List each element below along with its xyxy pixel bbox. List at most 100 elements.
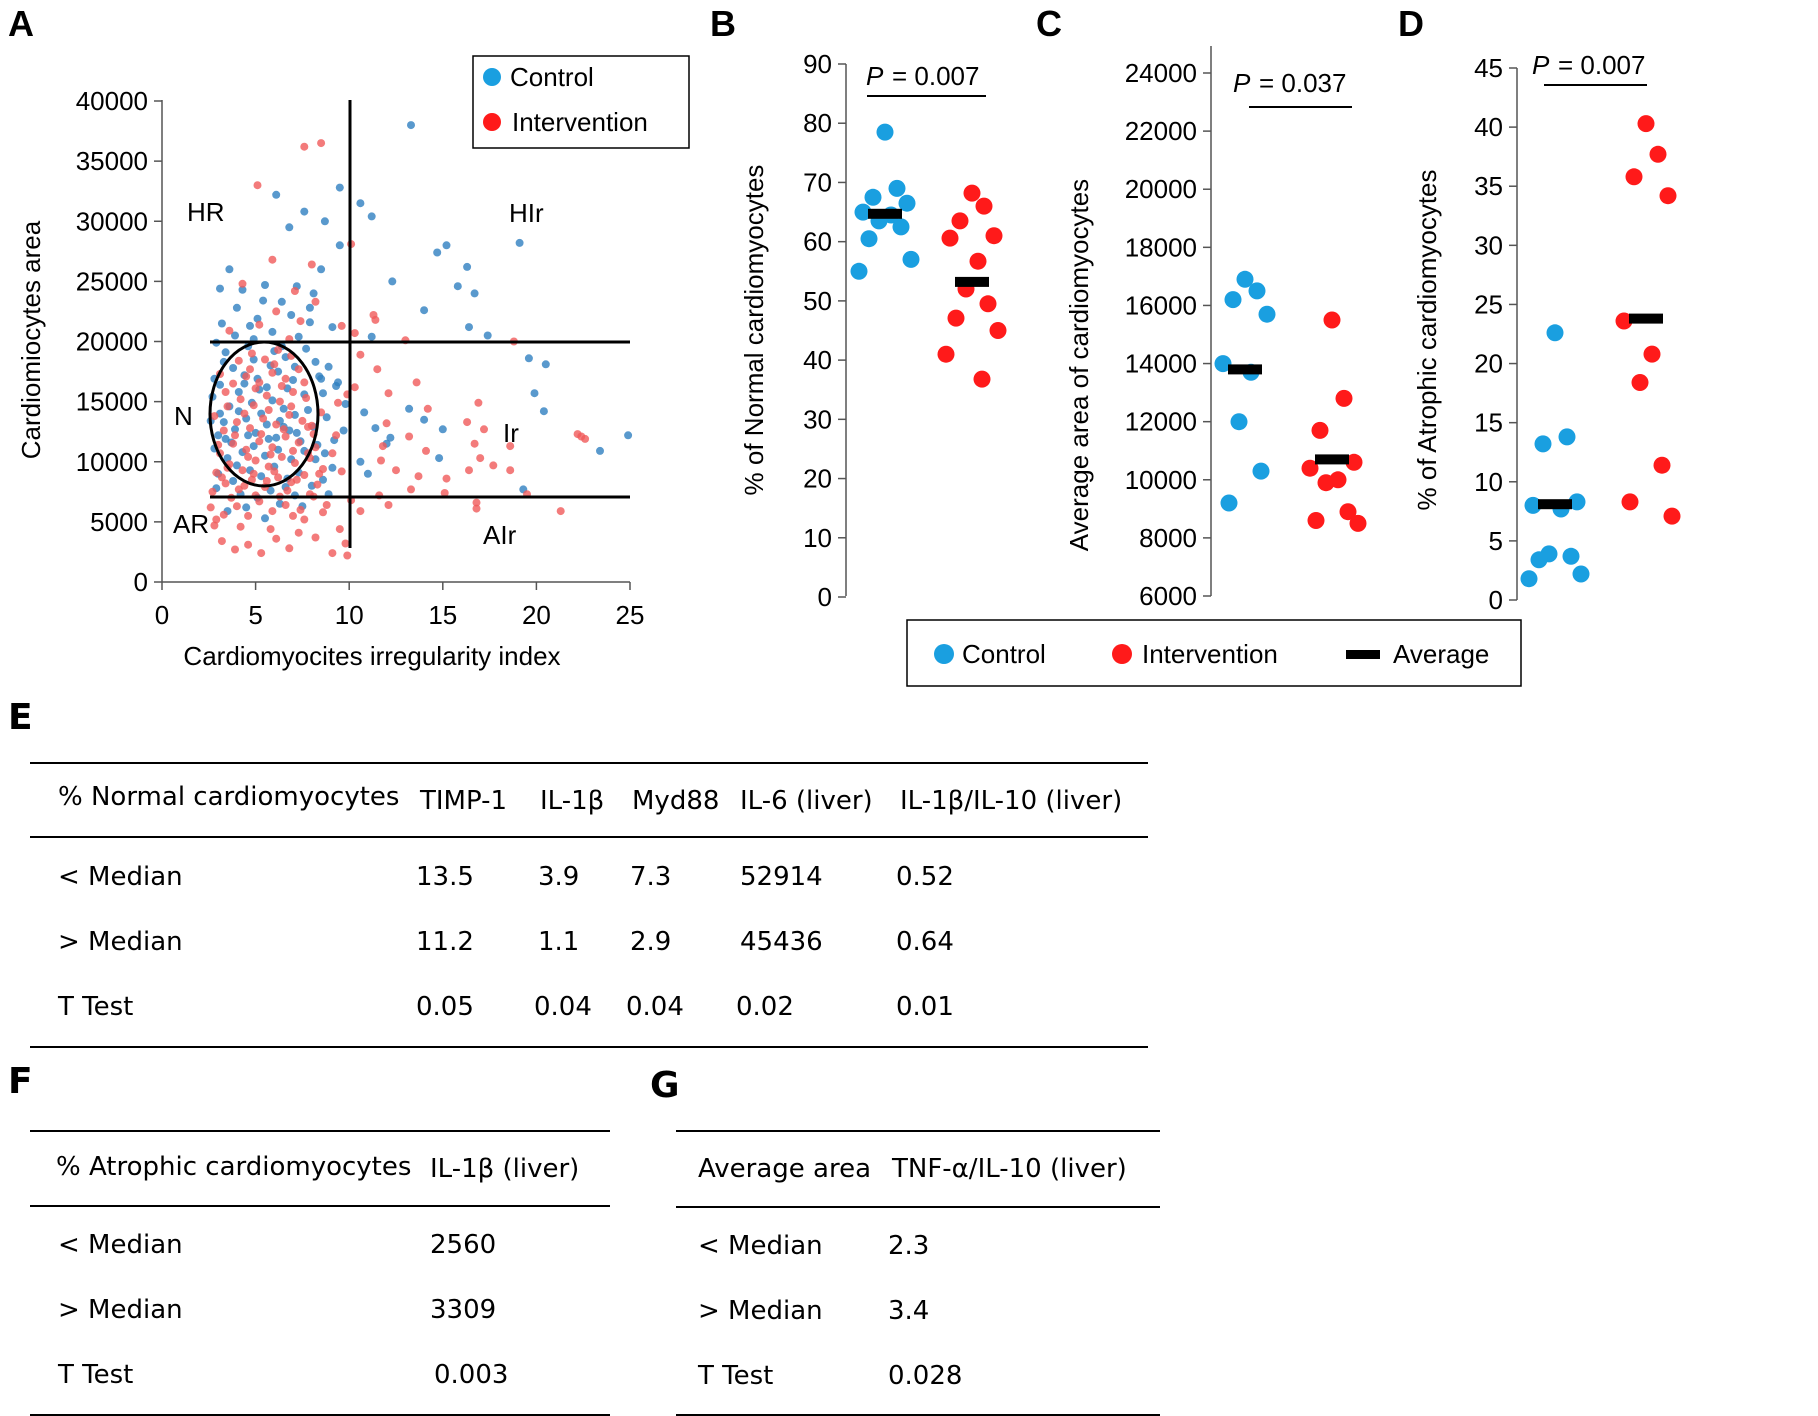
intervention-point — [253, 181, 262, 190]
control-point — [860, 230, 878, 248]
intervention-point — [373, 365, 382, 374]
table-g-header-rule — [676, 1206, 1160, 1208]
intervention-point — [255, 378, 264, 387]
panel-a-x-tick-label: 20 — [522, 600, 551, 630]
panel-d-y-tick-label: 35 — [1474, 171, 1503, 201]
table-e-row-1-il6: 45436 — [740, 927, 823, 957]
table-e-header-rule — [30, 836, 1148, 838]
panel-b-y-tick-label: 50 — [803, 286, 832, 316]
control-point — [309, 289, 318, 298]
control-point — [465, 323, 473, 332]
panel-b-y-tick-label: 40 — [803, 345, 832, 375]
intervention-point — [1335, 389, 1353, 407]
control-point — [319, 389, 327, 398]
control-point — [1558, 428, 1576, 446]
intervention-point — [307, 260, 316, 269]
region-label-hir: HIr — [509, 198, 544, 228]
panel-a-y-axis-title: Cardiomiocytes area — [16, 220, 46, 459]
intervention-point — [405, 432, 414, 441]
panel-d-y-tick-label: 40 — [1474, 112, 1503, 142]
intervention-point — [296, 505, 305, 514]
intervention-point — [264, 406, 273, 414]
panel-a-y-tick-label: 40000 — [76, 86, 148, 116]
panel-b-strip-chart: 0 10 20 30 40 50 60 70 80 90 % of Normal cardiomy… — [739, 49, 1007, 612]
control-point — [1520, 570, 1538, 588]
intervention-point — [985, 227, 1003, 245]
control-point — [356, 457, 365, 466]
intervention-point — [236, 395, 245, 404]
control-point — [311, 357, 320, 366]
control-point — [221, 434, 230, 443]
panel-b-y-tick-label: 0 — [818, 582, 832, 612]
intervention-point — [300, 378, 309, 387]
intervention-point — [285, 544, 294, 553]
intervention-point — [322, 501, 331, 509]
intervention-point — [289, 446, 297, 455]
panel-d-y-tick-label: 0 — [1489, 585, 1503, 615]
table-e-row-0-il1b: 3.9 — [538, 862, 580, 892]
intervention-point — [382, 419, 391, 428]
control-point — [259, 296, 268, 305]
control-point — [367, 212, 376, 221]
intervention-point — [506, 466, 515, 475]
panel-c-p-value: = 0.037 — [1259, 68, 1346, 98]
intervention-point — [219, 510, 228, 519]
shared-legend-intervention-marker — [1112, 644, 1132, 664]
panel-d-points — [1520, 115, 1681, 588]
intervention-point — [343, 551, 352, 560]
intervention-point — [941, 229, 959, 247]
panel-c-y-tick-label: 14000 — [1125, 349, 1197, 379]
intervention-point — [573, 430, 582, 439]
intervention-point — [300, 471, 309, 479]
intervention-point — [442, 474, 451, 483]
panel-label-d: D — [1398, 3, 1424, 44]
table-e-row-1-myd88: 2.9 — [630, 927, 672, 957]
control-point — [539, 407, 548, 416]
control-point — [289, 376, 297, 384]
table-f-row-0-value: 2560 — [430, 1230, 497, 1260]
region-label-ir: Ir — [503, 418, 519, 448]
intervention-point — [281, 432, 290, 441]
panel-c-points — [1214, 270, 1367, 532]
panel-d-y-tick-label: 30 — [1474, 230, 1503, 260]
intervention-point — [231, 431, 239, 440]
control-point — [219, 418, 228, 427]
panel-a-x-tick-label: 5 — [248, 600, 262, 630]
panel-a-scatter: 0 5000 10000 15000 20000 25000 30000 35000 40000… — [16, 55, 690, 671]
intervention-point — [937, 345, 955, 363]
panel-d-y-tick-label: 15 — [1474, 408, 1503, 438]
intervention-point — [1653, 456, 1671, 474]
control-point — [229, 477, 238, 485]
intervention-point — [217, 537, 226, 546]
intervention-point — [989, 322, 1007, 339]
intervention-point — [221, 479, 230, 488]
control-point — [229, 364, 238, 372]
panel-d-y-axis-title: % of Atrophic cardiomyocytes — [1412, 169, 1442, 510]
intervention-average-bar — [1315, 454, 1349, 465]
control-point — [221, 348, 230, 357]
intervention-point — [556, 507, 565, 516]
intervention-point — [1637, 115, 1655, 133]
control-point — [332, 382, 341, 390]
intervention-point — [489, 461, 498, 470]
control-point — [225, 265, 234, 274]
table-g-row-2-value: 0.028 — [888, 1361, 963, 1391]
intervention-point — [378, 442, 387, 451]
intervention-point — [262, 477, 271, 485]
control-point — [240, 379, 249, 388]
control-point — [1568, 493, 1586, 511]
control-point — [405, 404, 414, 413]
panel-b-y-tick-label: 90 — [803, 49, 832, 79]
control-point — [328, 463, 337, 472]
panel-a-x-tick-label: 15 — [428, 600, 457, 630]
intervention-point — [384, 501, 393, 509]
table-e-top-rule — [30, 762, 1148, 764]
control-point — [876, 123, 894, 141]
control-point — [1230, 413, 1248, 431]
table-g-header-0: Average area — [698, 1154, 872, 1184]
control-point — [420, 415, 429, 424]
panel-a-x-ticks: 0 5 10 15 20 25 — [155, 582, 644, 630]
control-point — [624, 431, 633, 440]
control-point — [238, 285, 247, 294]
table-e-row-2-il1b: 0.04 — [534, 992, 592, 1022]
